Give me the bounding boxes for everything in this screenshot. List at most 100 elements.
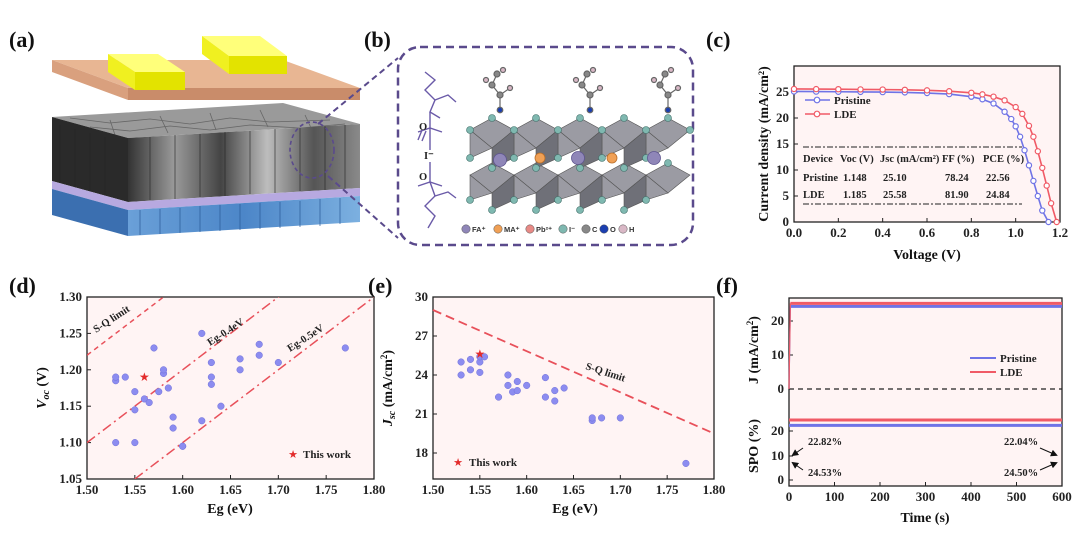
f-bottom-ytick-label-2: 20 [771,423,784,438]
d-point-3 [112,439,120,447]
c-point-1-16 [1034,148,1042,155]
e-point-2 [466,355,475,363]
c-legend-label-1: LDE [834,109,857,121]
c-table-cell-1-0: LDE [803,190,825,201]
c-xlabel: Voltage (V) [893,248,961,263]
f-plot-area [788,297,1063,487]
d-line-1 [87,297,280,444]
panel-label-b: (b) [364,27,391,52]
e-xtick-label-6: 1.80 [703,482,726,497]
c-point-1-15 [1030,133,1037,140]
legend-dot-3 [558,224,568,234]
f-top-ytick-label-0: 0 [778,381,785,396]
f-annotation-arrow-2 [1039,447,1058,457]
gold-electrode-2 [202,36,287,74]
c-legend-label-0: Pristine [834,95,871,107]
d-point-5 [131,439,139,447]
chart-c-jv-curve: 0.0 0.2 0.4 0.6 0.8 1.0 1.2 0 5 10 15 20 25 Voltage (… [757,65,1068,263]
c-table-cell-0-4: 22.56 [986,173,1010,184]
legend-dot-1 [493,224,503,234]
d-xtick-label-1: 1.55 [123,482,146,497]
legend-label-5: O [610,225,616,234]
d-point-29 [341,344,349,352]
octahedra-row [469,117,691,211]
c-xtick-label-1: 0.2 [830,225,846,240]
f-bottom-ytick-label-0: 0 [778,472,785,487]
c-point-0-20 [1045,218,1052,226]
c-xtick-label-4: 0.8 [963,225,980,240]
legend-label-6: H [629,225,634,234]
legend-label-0: FA⁺ [472,225,486,234]
f-xtick-label-1: 100 [825,489,845,504]
c-table-header-1: Voc (V) [840,154,874,165]
d-point-20 [207,358,215,367]
zoom-line-bottom [327,175,399,239]
c-point-1-1 [812,85,820,93]
c-ytick-label-2: 10 [776,162,789,177]
d-point-6 [131,388,139,396]
d-point-15 [169,413,177,421]
e-xtick-label-4: 1.70 [609,482,632,497]
e-ytick-label-4: 30 [415,289,428,304]
chart-e-jsc-vs-eg: 1.50 1.55 1.60 1.65 1.70 1.75 1.80 18 21 24 27 30 Eg… [379,289,725,517]
e-point-7 [480,353,489,361]
f-xlabel: Time (s) [900,511,949,526]
e-ylabel: Jsc (mA/cm2) [379,350,398,428]
legend-dot-4 [581,224,591,234]
c-point-1-12 [1012,103,1019,111]
atom-legend: FA⁺ MA⁺ Pb²⁺ I⁻ C O H [461,224,634,234]
d-point-9 [150,344,158,352]
device-schematic [52,36,399,239]
f-annotation-2: 22.04% [1004,437,1038,448]
e-legend-label: This work [469,457,518,469]
d-xlabel: Eg (eV) [207,502,253,517]
c-point-1-6 [923,87,931,94]
c-xtick-label-5: 1.0 [1008,225,1024,240]
f-xtick-label-2: 200 [870,489,890,504]
e-point-4 [476,368,484,376]
c-ytick-label-5: 25 [776,84,790,99]
c-legend-marker-0 [813,96,821,104]
d-xtick-label-5: 1.75 [315,482,338,497]
d-point-22 [207,380,215,388]
molecular-schematic: O O I⁻ [396,45,695,247]
c-point-1-10 [990,93,997,100]
e-point-8 [495,393,503,401]
e-point-1 [457,358,465,366]
f-top-ytick-label-1: 10 [771,347,784,362]
d-point-24 [236,366,244,374]
d-point-21 [207,373,215,381]
d-point-12 [159,366,168,374]
f-annotation-arrow-3 [1039,461,1058,471]
e-xtick-label-3: 1.65 [562,482,585,497]
zoom-line-top [317,57,399,125]
f-top-ylabel: J (mA/cm2) [745,316,762,384]
e-plot-area [432,296,715,480]
c-point-0-12 [1008,115,1015,123]
d-star-marker: ★ [139,370,150,384]
f-legend-label-0: Pristine [1000,353,1037,365]
f-xtick-label-4: 400 [961,489,981,504]
c-ytick-label-3: 15 [776,136,790,151]
f-xtick-label-6: 600 [1052,489,1072,504]
f-annotation-arrow-1 [791,461,804,471]
c-point-0-15 [1021,147,1028,154]
f-bottom-ytick-label-1: 10 [771,448,784,463]
d-xtick-label-3: 1.65 [219,482,242,497]
f-xtick-label-3: 300 [916,489,936,504]
c-point-0-16 [1025,162,1033,169]
d-xtick-label-4: 1.70 [267,482,290,497]
c-point-1-18 [1043,182,1050,189]
e-sq-limit-line [432,309,715,435]
legend-label-4: C [592,225,598,234]
surface-molecules [482,66,682,114]
legend-label-2: Pb²⁺ [536,225,552,234]
f-xtick-label-5: 500 [1007,489,1027,504]
c-table-header-2: Jsc (mA/cm²) [880,154,940,165]
e-xlabel: Eg (eV) [552,502,598,517]
d-point-13 [164,384,172,392]
f-bottom-ylabel: SPO (%) [747,419,762,473]
e-point-15 [541,374,549,382]
c-legend-marker-1 [813,110,821,118]
